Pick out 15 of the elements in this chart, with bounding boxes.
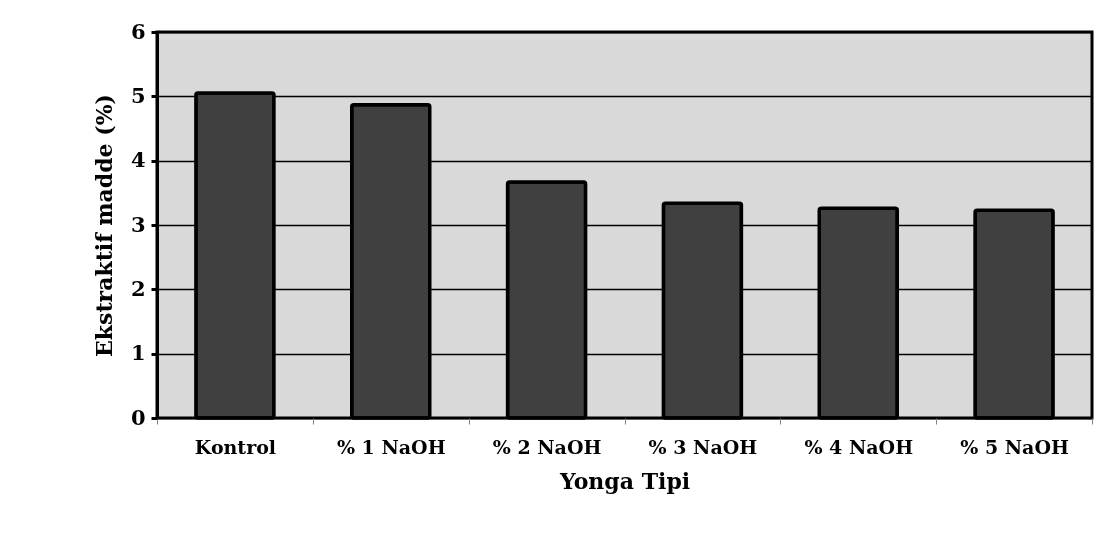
- y-tick-label: 6: [130, 18, 146, 44]
- y-tick-label: 4: [130, 147, 146, 173]
- y-tick-label: 0: [130, 404, 146, 430]
- x-tick-label: % 2 NaOH: [492, 435, 602, 458]
- y-tick-label: 5: [130, 82, 146, 108]
- x-tick-label: % 4 NaOH: [804, 435, 914, 458]
- x-tick-label: % 5 NaOH: [960, 435, 1069, 458]
- x-tick-label: % 3 NaOH: [648, 435, 758, 458]
- x-tick-label: % 1 NaOH: [336, 435, 446, 458]
- y-tick-label: 3: [130, 211, 146, 237]
- y-tick-label: 2: [130, 275, 146, 301]
- y-axis-title: Ekstraktif madde (%): [90, 94, 117, 357]
- x-axis-title: Yonga Tipi: [558, 467, 691, 494]
- x-tick-label: Kontrol: [194, 435, 277, 458]
- y-tick-label: 1: [130, 340, 146, 366]
